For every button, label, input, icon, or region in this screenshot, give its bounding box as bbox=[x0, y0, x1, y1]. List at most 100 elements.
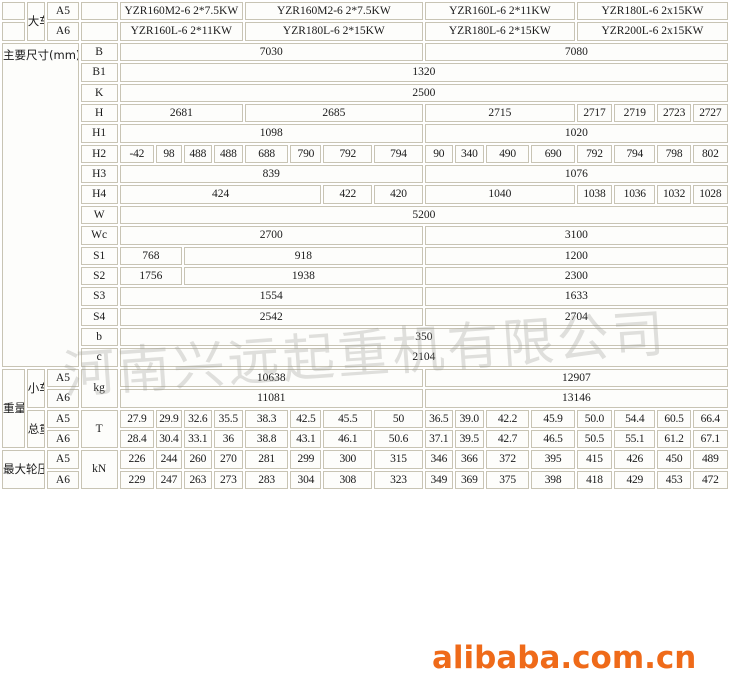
unit-kn: kN bbox=[80, 450, 118, 489]
dimension-label: W bbox=[80, 205, 118, 225]
unit-kg: kg bbox=[80, 368, 118, 408]
dimension-label: H3 bbox=[80, 165, 118, 184]
total-weight-value: 28.4 bbox=[119, 429, 154, 449]
total-weight-value: 54.4 bbox=[614, 409, 656, 428]
dimension-value: 2723 bbox=[657, 103, 691, 123]
dimension-value: 794 bbox=[374, 144, 423, 163]
dimension-label: S4 bbox=[80, 307, 118, 326]
wheel-load-value: 450 bbox=[657, 450, 691, 469]
dimension-label: b bbox=[80, 328, 118, 347]
dimension-value: 1076 bbox=[424, 165, 728, 184]
dimension-value: 690 bbox=[531, 144, 575, 163]
motor-a5-group-1: YZR160M2-6 2*7.5KW bbox=[119, 2, 243, 21]
wheel-load-value: 260 bbox=[183, 450, 212, 469]
wheel-load-value: 300 bbox=[323, 450, 373, 469]
grade-label-a6: A6 bbox=[47, 22, 79, 41]
total-weight-value: 43.1 bbox=[290, 429, 322, 449]
total-weight-value: 39.0 bbox=[454, 409, 484, 428]
wheel-load-value: 247 bbox=[155, 470, 182, 489]
dimension-value: 1038 bbox=[576, 185, 613, 204]
wheel-load-value: 426 bbox=[614, 450, 656, 469]
total-weight-value: 50 bbox=[374, 409, 423, 428]
dimension-row: H2 -42 98 488 488 688 790 792 794 90 340 490 690 792 7… bbox=[2, 144, 728, 163]
total-weight-value: 29.9 bbox=[155, 409, 182, 428]
wheel-load-value: 346 bbox=[424, 450, 453, 469]
dimension-value: 1032 bbox=[657, 185, 691, 204]
motor-a6-group-1: YZR160L-6 2*11KW bbox=[119, 22, 243, 41]
wheel-load-value: 229 bbox=[119, 470, 154, 489]
trolley-weight-value: 10638 bbox=[119, 368, 423, 388]
dimension-value: 350 bbox=[119, 328, 728, 347]
dimension-label: K bbox=[80, 83, 118, 102]
dimension-row: S1 768 918 1200 bbox=[2, 246, 728, 265]
dimension-label: H1 bbox=[80, 124, 118, 143]
total-weight-value: 46.5 bbox=[531, 429, 575, 449]
spacer-left bbox=[2, 22, 25, 41]
dimension-value: 422 bbox=[323, 185, 373, 204]
grade-label-a5: A5 bbox=[47, 2, 79, 21]
total-weight-value: 45.9 bbox=[531, 409, 575, 428]
motor-a6-group-2: YZR180L-6 2*15KW bbox=[244, 22, 423, 41]
row-header-trolley: 小车 bbox=[26, 368, 46, 408]
dimension-value: 688 bbox=[244, 144, 289, 163]
dimension-row: H1 1098 1020 bbox=[2, 124, 728, 143]
total-weight-value: 45.5 bbox=[323, 409, 373, 428]
dimension-value: 2685 bbox=[244, 103, 423, 123]
weight-section: 重量小车A5kg1063812907A61108113146总重A5T27.92… bbox=[2, 368, 728, 489]
wheel-load-value: 323 bbox=[374, 470, 423, 489]
total-weight-value: 32.6 bbox=[183, 409, 212, 428]
dimension-value: -42 bbox=[119, 144, 154, 163]
row-header-travel: 大车运行 bbox=[26, 2, 46, 41]
dimension-value: 490 bbox=[485, 144, 530, 163]
dimension-value: 2715 bbox=[424, 103, 575, 123]
total-weight-value: 50.5 bbox=[576, 429, 613, 449]
total-weight-value: 30.4 bbox=[155, 429, 182, 449]
dimension-row: S2 1756 1938 2300 bbox=[2, 266, 728, 286]
dimension-value: 2717 bbox=[576, 103, 613, 123]
dimension-value: 7030 bbox=[119, 42, 423, 62]
wheel-load-row-a5: 最大轮压 A5 kN 226 244 260 270 281 299 300 315 346 366 37… bbox=[2, 450, 728, 489]
dimension-value: 488 bbox=[213, 144, 243, 163]
wheel-load-row-a6: A6 229 247 263 273 283 304 308 323 349 369 375 398 41… bbox=[2, 470, 728, 489]
dimension-value: 1028 bbox=[692, 185, 728, 204]
total-weight-value: 42.5 bbox=[290, 409, 322, 428]
wheel-load-value: 263 bbox=[183, 470, 212, 489]
grade-label-a5: A5 bbox=[47, 450, 79, 469]
dimension-label: c bbox=[80, 348, 118, 367]
motor-a6-group-3: YZR180L-6 2*15KW bbox=[424, 22, 575, 41]
dimension-row: H 2681 2685 2715 2717 2719 2723 2727 bbox=[2, 103, 728, 123]
main-dimensions-section: 主要尺寸(mm) B 7030 7080 B1 1320 K 2500 H 2681 2685 271… bbox=[2, 42, 728, 367]
dimension-label: H bbox=[80, 103, 118, 123]
grade-label-a5: A5 bbox=[47, 368, 79, 388]
dimension-value: 2681 bbox=[119, 103, 243, 123]
unit-cell-empty-travel-a5 bbox=[80, 2, 118, 21]
wheel-load-value: 244 bbox=[155, 450, 182, 469]
dimension-label: B1 bbox=[80, 63, 118, 82]
dimension-row: c 2104 bbox=[2, 348, 728, 367]
dimension-row: B1 1320 bbox=[2, 63, 728, 82]
dimension-value: 798 bbox=[657, 144, 691, 163]
wheel-load-value: 372 bbox=[485, 450, 530, 469]
dimension-value: 2700 bbox=[119, 226, 423, 245]
total-weight-value: 39.5 bbox=[454, 429, 484, 449]
dimension-value: 1554 bbox=[119, 287, 423, 306]
dimension-value: 802 bbox=[692, 144, 728, 163]
dimension-value: 792 bbox=[323, 144, 373, 163]
dimension-label: H2 bbox=[80, 144, 118, 163]
dimension-value: 488 bbox=[183, 144, 212, 163]
dimension-value: 768 bbox=[119, 246, 182, 265]
grade-label-a6: A6 bbox=[47, 389, 79, 408]
row-header-weight: 重量 bbox=[2, 368, 25, 449]
dimension-row: W 5200 bbox=[2, 205, 728, 225]
wheel-load-value: 366 bbox=[454, 450, 484, 469]
total-weight-value: 42.7 bbox=[485, 429, 530, 449]
trolley-weight-value: 11081 bbox=[119, 389, 423, 408]
wheel-load-value: 415 bbox=[576, 450, 613, 469]
unit-ton: T bbox=[80, 409, 118, 449]
dimension-value: 2704 bbox=[424, 307, 728, 326]
dimension-value: 1040 bbox=[424, 185, 575, 204]
dimension-value: 2500 bbox=[119, 83, 728, 102]
total-weight-row-a6: A6 28.4 30.4 33.1 36 38.8 43.1 46.1 50.6 37.1 39.5… bbox=[2, 429, 728, 449]
dimension-value: 790 bbox=[290, 144, 322, 163]
